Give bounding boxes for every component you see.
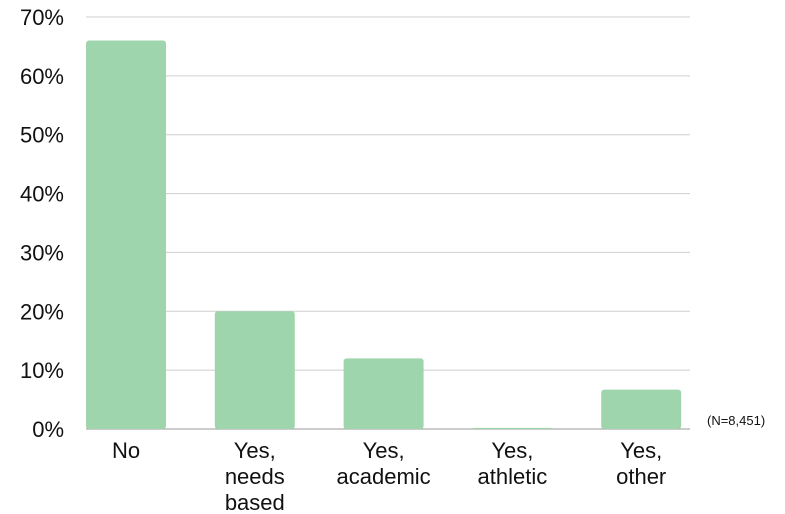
y-tick-label: 40% [20, 182, 64, 207]
bar [472, 427, 553, 429]
category-label: No [112, 438, 140, 463]
category-label: Yes, athletic [478, 438, 548, 489]
y-tick-label: 30% [20, 240, 64, 265]
bar [86, 40, 166, 430]
y-tick-label: 10% [20, 358, 64, 383]
gridlines [86, 16, 690, 430]
bar [214, 311, 295, 429]
bars [86, 40, 682, 430]
y-tick-label: 0% [32, 417, 64, 442]
category-label: Yes, needs based [225, 438, 285, 514]
x-axis-labels: No Yes, needs based Yes, academic Yes, athletic… [112, 438, 666, 514]
sample-size-note: (N=8,451) [707, 413, 765, 428]
y-tick-label: 50% [20, 123, 64, 148]
bar [343, 358, 424, 429]
category-label: Yes, other [616, 438, 666, 489]
y-tick-label: 70% [20, 5, 64, 30]
y-tick-label: 60% [20, 64, 64, 89]
category-label: Yes, academic [337, 438, 431, 489]
y-axis-ticks: 0% 10% 20% 30% 40% 50% 60% 70% [20, 5, 64, 442]
y-tick-label: 20% [20, 299, 64, 324]
bar [601, 389, 682, 429]
